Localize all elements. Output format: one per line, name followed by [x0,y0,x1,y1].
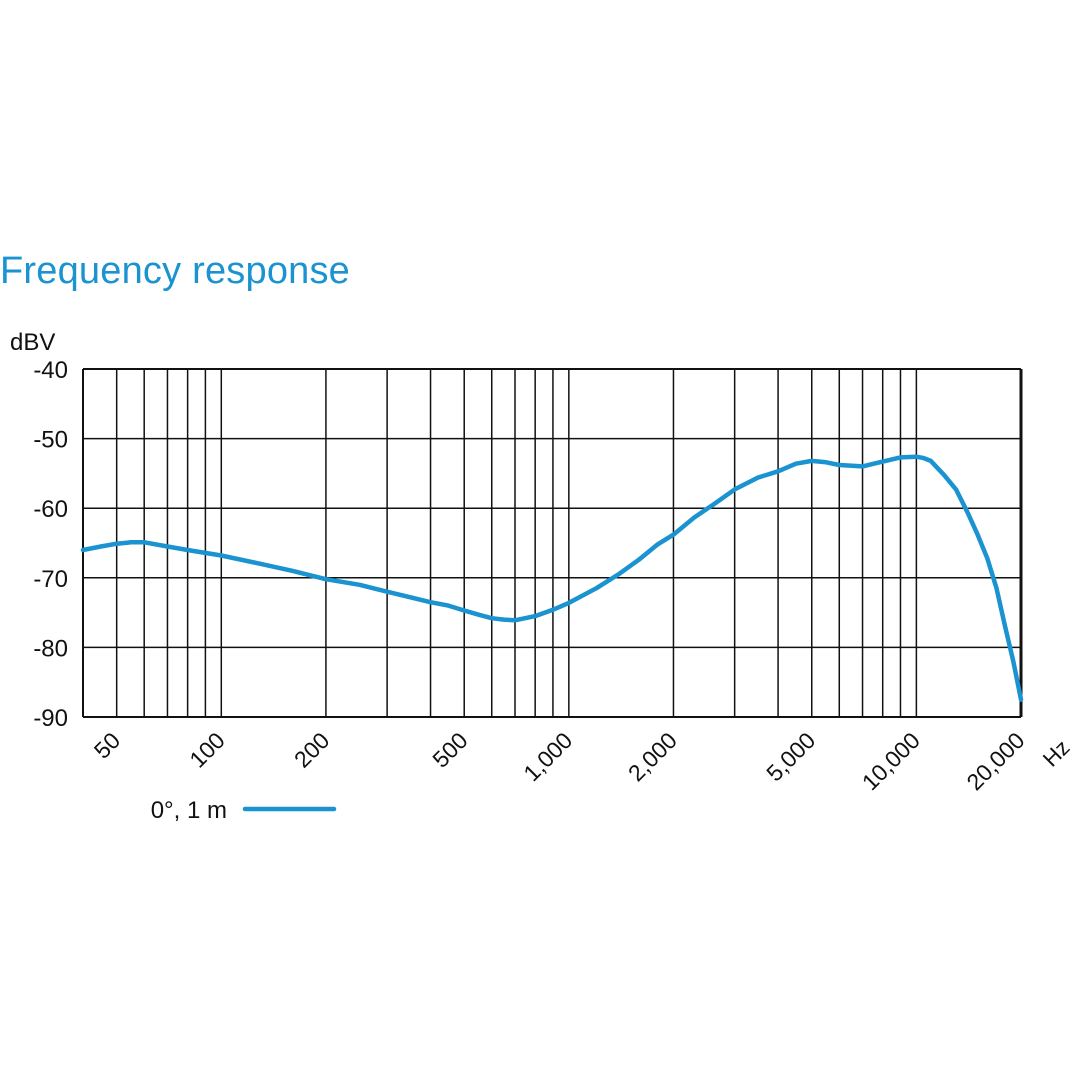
y-tick-label: -70 [33,566,68,593]
y-tick-label: -40 [33,357,68,384]
y-tick-label: -90 [33,705,68,732]
x-tick-label: 5,000 [761,727,820,786]
x-tick-label: 100 [184,727,230,773]
legend: 0°, 1 m [151,797,337,824]
y-tick-label: -50 [33,427,68,454]
x-tick-label: 10,000 [857,727,925,795]
x-tick-label: 500 [427,727,473,773]
x-tick-label: 200 [289,727,335,773]
y-axis-label: dBV [10,329,55,356]
series-line [80,454,1024,702]
x-tick-label: 20,000 [961,727,1029,795]
x-tick-labels: 50 100 200 500 1,000 2,000 5,000 10,000 20,000 [89,727,1030,795]
grid [82,368,1023,718]
x-tick-label: 50 [89,727,125,763]
y-tick-labels: -40 -50 -60 -70 -80 -90 [33,357,68,732]
chart-title: Frequency response [0,250,351,292]
y-tick-label: -60 [33,496,68,523]
x-tick-label: 1,000 [518,727,577,786]
x-tick-label: 2,000 [623,727,682,786]
x-axis-label: Hz [1038,735,1075,772]
y-tick-label: -80 [33,635,68,662]
legend-label: 0°, 1 m [151,797,227,824]
